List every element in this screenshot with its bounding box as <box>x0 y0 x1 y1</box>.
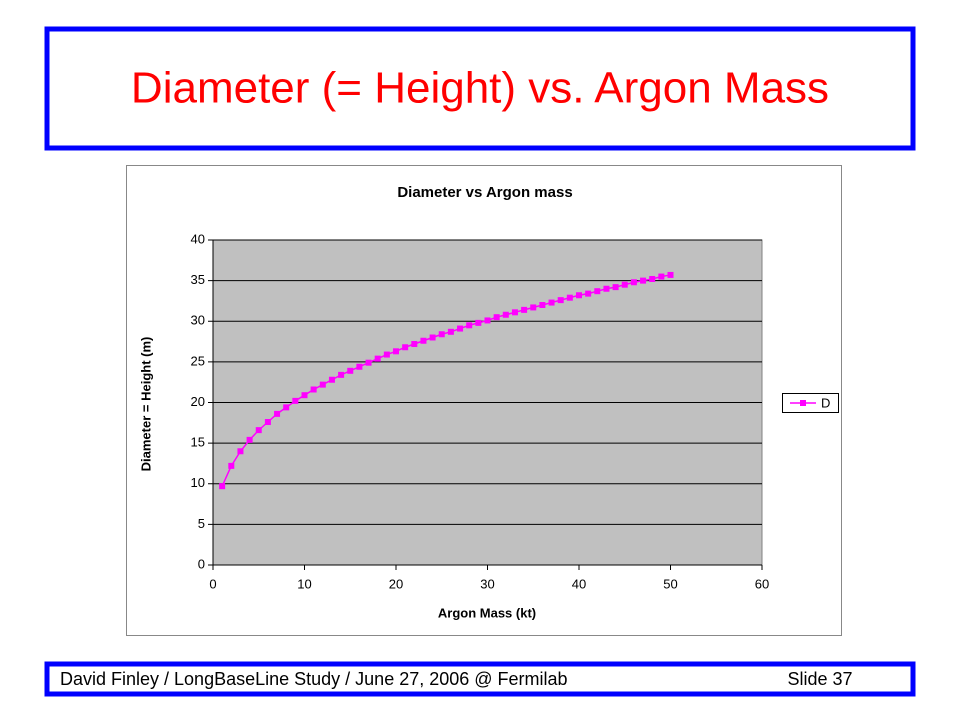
footer-text: David Finley / LongBaseLine Study / June… <box>60 669 568 689</box>
y-tick-label: 20 <box>191 394 205 409</box>
data-point <box>338 371 345 378</box>
footer-box <box>44 661 916 697</box>
data-point <box>594 288 601 295</box>
data-point <box>228 462 235 469</box>
y-axis-label: Diameter = Height (m) <box>138 337 153 472</box>
data-point <box>274 410 281 417</box>
data-point <box>393 348 399 355</box>
data-point <box>475 319 482 326</box>
y-tick-label: 25 <box>191 353 205 368</box>
data-point <box>548 299 555 306</box>
data-point <box>502 311 509 318</box>
data-point <box>319 381 326 388</box>
data-point <box>402 344 409 351</box>
y-tick-label: 30 <box>191 313 205 328</box>
data-point <box>420 337 427 344</box>
data-point <box>649 276 656 282</box>
data-point <box>374 355 381 362</box>
y-tick-label: 10 <box>191 475 205 490</box>
data-point <box>640 277 647 284</box>
x-tick-label: 30 <box>480 576 494 591</box>
data-point <box>530 304 537 311</box>
data-point <box>566 294 573 301</box>
data-point <box>630 279 637 286</box>
slide-number: Slide 37 <box>787 669 852 689</box>
data-point <box>383 351 390 358</box>
y-tick-label: 5 <box>198 516 205 531</box>
data-point <box>447 328 454 335</box>
data-point <box>264 419 271 425</box>
data-point <box>347 367 354 374</box>
chart-title: Diameter vs Argon mass <box>397 184 572 201</box>
data-point <box>466 322 473 329</box>
y-tick-label: 35 <box>191 272 205 287</box>
title-box <box>44 26 916 151</box>
data-point <box>310 386 317 393</box>
data-point <box>219 483 226 490</box>
data-point <box>292 397 299 404</box>
data-point <box>328 376 335 383</box>
data-point <box>621 281 628 288</box>
data-point <box>457 325 464 332</box>
data-point <box>667 271 674 278</box>
data-point <box>612 284 619 291</box>
data-point <box>429 334 436 341</box>
legend-marker <box>800 400 806 406</box>
x-axis-label: Argon Mass (kt) <box>438 605 536 620</box>
data-point <box>301 392 308 399</box>
legend-label: D <box>821 395 830 410</box>
y-tick-label: 40 <box>191 231 205 246</box>
data-point <box>585 290 592 297</box>
x-tick-label: 40 <box>572 576 586 591</box>
data-point <box>356 363 363 370</box>
data-point <box>438 331 445 338</box>
data-point <box>237 448 244 455</box>
x-tick-label: 10 <box>297 576 311 591</box>
data-point <box>539 302 546 308</box>
x-tick-label: 0 <box>209 576 216 591</box>
data-point <box>411 341 418 347</box>
data-point <box>255 427 262 434</box>
data-point <box>511 309 518 316</box>
slide-title: Diameter (= Height) vs. Argon Mass <box>131 64 829 113</box>
x-tick-label: 20 <box>389 576 403 591</box>
data-point <box>557 297 564 304</box>
data-point <box>521 306 528 313</box>
y-tick-label: 0 <box>198 556 205 571</box>
data-point <box>283 404 290 411</box>
data-point <box>484 317 491 324</box>
data-point <box>365 359 372 366</box>
data-point <box>603 285 610 292</box>
x-tick-label: 50 <box>663 576 677 591</box>
data-point <box>658 273 665 280</box>
x-tick-label: 60 <box>755 576 769 591</box>
y-tick-label: 15 <box>191 435 205 450</box>
data-point <box>576 292 582 299</box>
data-point <box>493 314 500 321</box>
data-point <box>246 436 253 443</box>
